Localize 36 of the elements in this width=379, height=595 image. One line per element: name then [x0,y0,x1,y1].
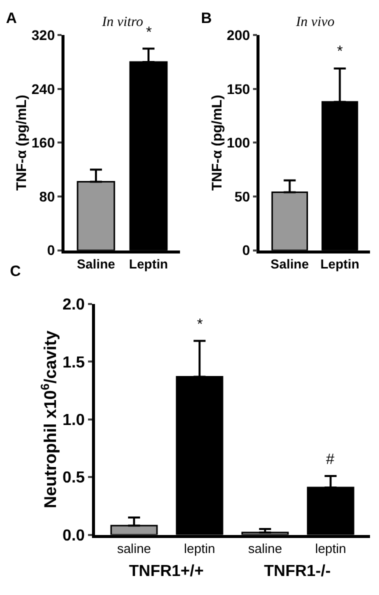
y-tick-label: 80 [39,188,56,204]
x-tick-label: saline [117,541,152,556]
y-tick-label: 1.0 [62,412,85,429]
y-tick-label: 0 [242,242,250,258]
data-label: # [326,451,335,468]
x-tick-label: leptin [184,541,216,556]
data-label: * [197,316,203,333]
y-tick-label: 0 [47,242,56,258]
data-label: * [337,43,343,60]
chart-title: In vivo [295,15,334,30]
y-tick-label: 320 [32,27,56,44]
y-tick-label: 160 [32,134,56,151]
x-tick-label: Leptin [129,256,168,272]
x-tick-label: Leptin [320,256,360,272]
x-tick-label: leptin [315,541,346,556]
data-label: * [146,24,152,41]
y-tick-label: 50 [234,188,250,204]
text: C [10,263,21,280]
text: TNFR1-/- [264,563,331,580]
y-tick-label: 150 [226,80,250,97]
chart-title: In vitro [101,15,144,30]
x-tick-label: Saline [270,256,309,272]
y-tick-label: 200 [226,27,250,44]
y-tick-label: 0.5 [62,470,85,487]
y-tick-label: 240 [32,80,56,97]
y-tick-label: 1.5 [62,354,85,372]
x-tick-label: Saline [76,256,116,272]
text: B [201,10,212,27]
x-tick-label: saline [248,541,282,556]
text: TNFR1+/+ [129,563,204,580]
y-axis-title: TNF-α (pg/mL) [208,94,224,191]
y-tick-label: 2.0 [62,296,85,314]
y-tick-label: 0.0 [62,527,85,544]
y-tick-label: 100 [226,134,250,151]
text: A [6,10,17,27]
y-axis-title: TNF-α (pg/mL) [13,94,30,191]
